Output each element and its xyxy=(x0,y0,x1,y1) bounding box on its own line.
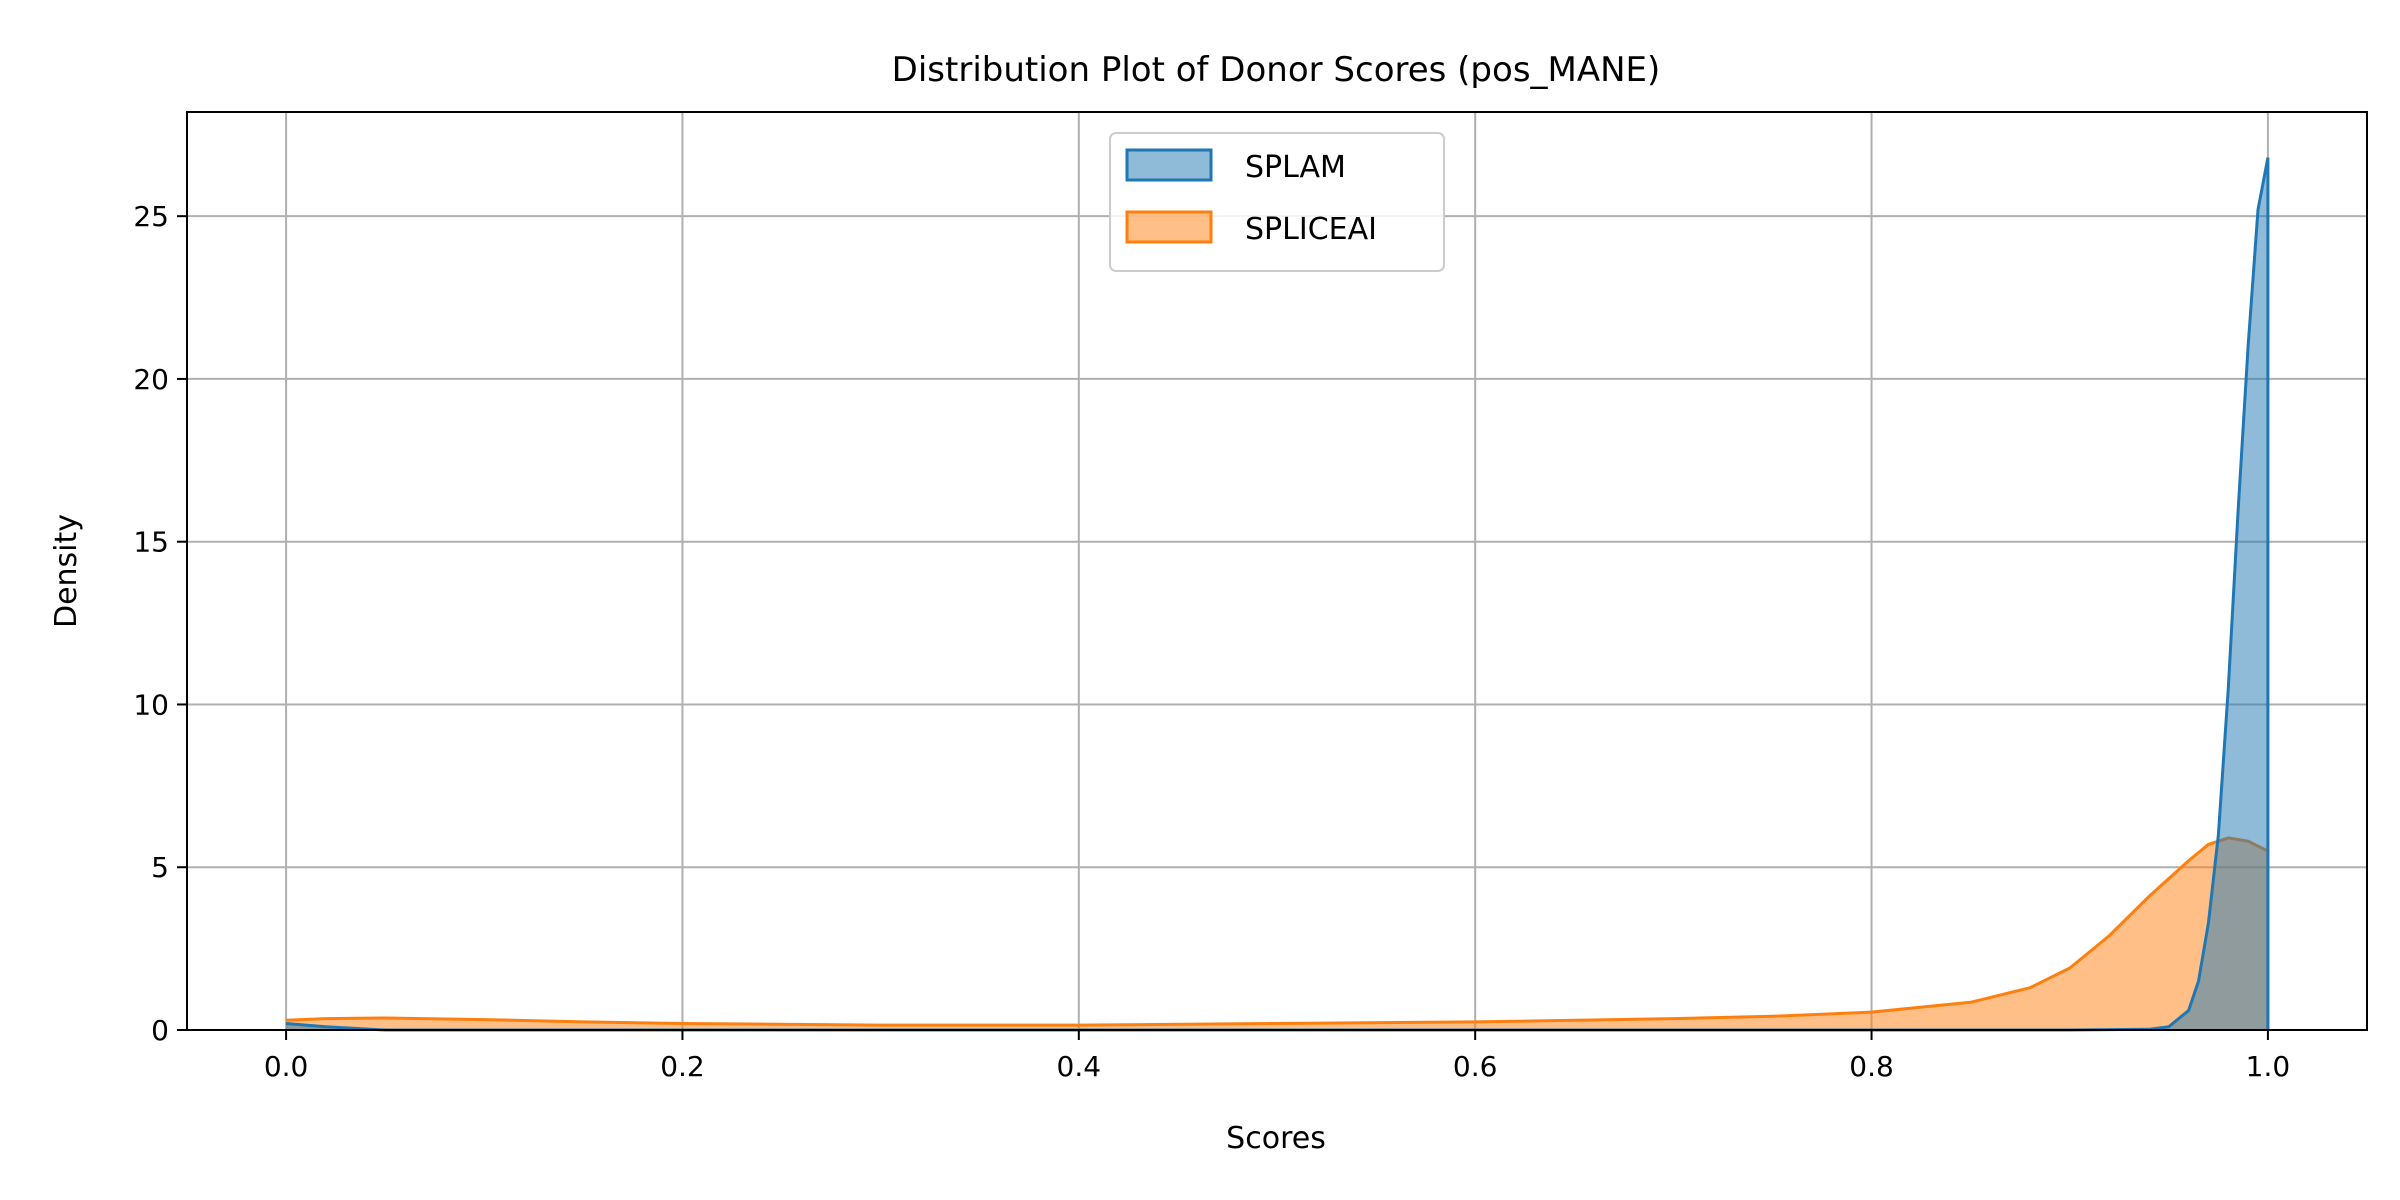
x-tick-label: 0.6 xyxy=(1453,1050,1498,1083)
x-tick-label: 0.0 xyxy=(264,1050,309,1083)
legend-swatch xyxy=(1125,148,1213,182)
legend-label: SPLICEAI xyxy=(1245,212,1377,247)
y-tick-label: 25 xyxy=(133,200,169,233)
y-axis-ticks: 0 5 10 15 20 25 xyxy=(133,200,187,1047)
series-line-spliceai xyxy=(286,836,2270,1030)
y-tick-label: 5 xyxy=(151,851,169,884)
legend: SPLAM SPLICEAI xyxy=(1109,132,1445,272)
y-axis-label: Density xyxy=(49,514,84,628)
x-axis-label: Scores xyxy=(1226,1121,1326,1156)
y-tick-label: 15 xyxy=(133,526,169,559)
series-fill-spliceai xyxy=(286,837,2268,1030)
x-tick-label: 0.2 xyxy=(660,1050,705,1083)
x-tick-label: 1.0 xyxy=(2246,1050,2291,1083)
legend-swatch xyxy=(1125,210,1213,244)
legend-label: SPLAM xyxy=(1245,150,1346,185)
y-tick-label: 0 xyxy=(151,1014,169,1047)
x-tick-label: 0.4 xyxy=(1057,1050,1102,1083)
plot-frame xyxy=(186,111,2368,1031)
y-tick-label: 20 xyxy=(133,363,169,396)
y-tick-label: 10 xyxy=(133,688,169,721)
chart-title: Distribution Plot of Donor Scores (pos_M… xyxy=(892,50,1661,90)
x-axis-ticks: 0.0 0.2 0.4 0.6 0.8 1.0 xyxy=(264,1030,2290,1083)
x-tick-label: 0.8 xyxy=(1849,1050,1894,1083)
